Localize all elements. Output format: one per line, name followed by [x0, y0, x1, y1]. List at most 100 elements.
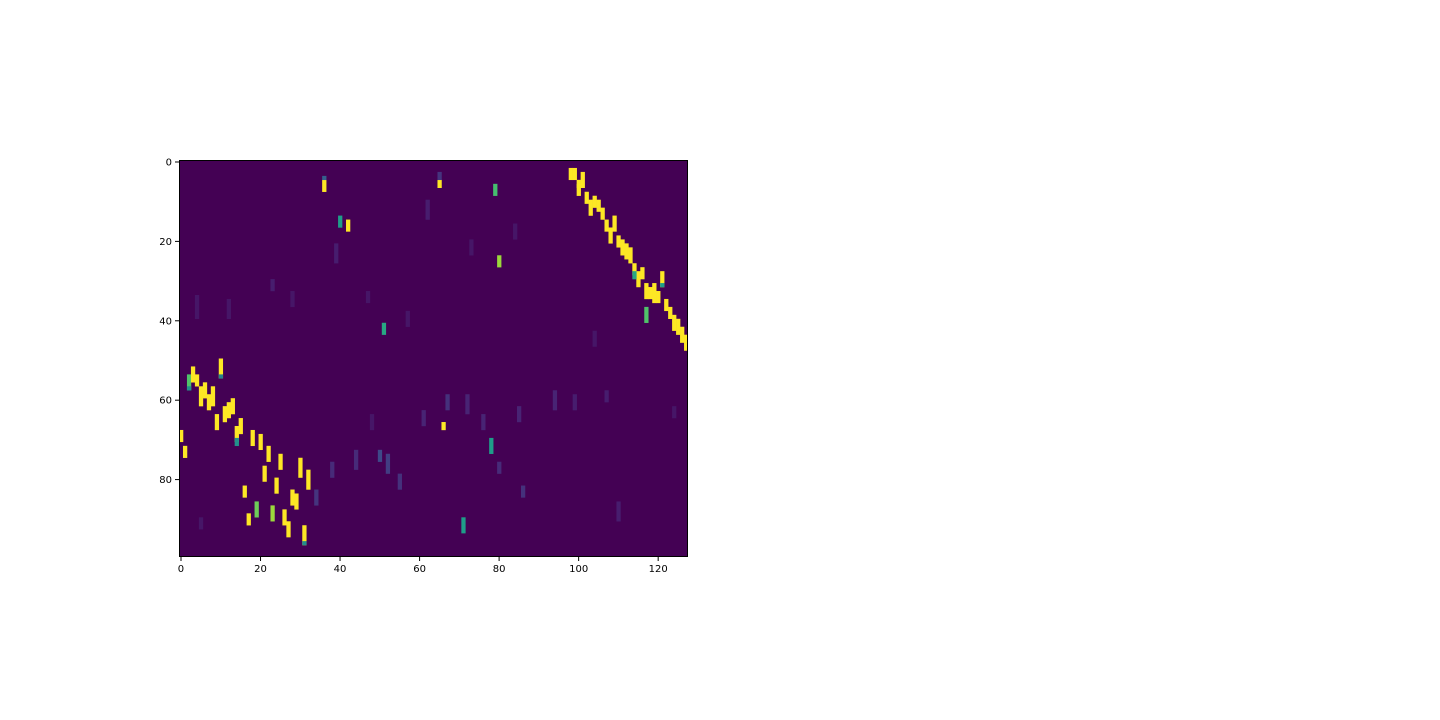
- heatmap-cell-4: [576, 183, 581, 196]
- heatmap-cell-9: [600, 207, 605, 220]
- heatmap-cell-90: [226, 298, 231, 319]
- heatmap-cell-73: [437, 179, 442, 188]
- heatmap-cell-108: [572, 394, 577, 411]
- heatmap-cell-101: [445, 394, 450, 411]
- heatmap-cell-29: [680, 326, 685, 343]
- x-tick-label: 20: [254, 564, 267, 575]
- heatmap-cell-87: [270, 279, 275, 292]
- x-tick-label: 0: [178, 564, 184, 575]
- heatmap-cell-40: [210, 386, 216, 407]
- heatmap-cell-21: [648, 287, 653, 300]
- heatmap-cell-3: [580, 171, 585, 188]
- heatmap-cell-102: [465, 394, 470, 415]
- heatmap-cell-65: [302, 525, 307, 546]
- heatmap-cell-28: [676, 318, 681, 335]
- heatmap-cell-98: [385, 453, 391, 474]
- heatmap-cell-67: [186, 386, 192, 391]
- y-tick-label: 40: [159, 316, 172, 327]
- heatmap-cell-23: [656, 291, 661, 304]
- x-tick-label: 40: [334, 564, 347, 575]
- heatmap-cell-43: [222, 406, 228, 423]
- heatmap-cell-34: [186, 374, 192, 391]
- heatmap-cell-78: [441, 422, 446, 431]
- heatmap-cell-1: [572, 167, 577, 181]
- heatmap-cell-59: [298, 457, 303, 478]
- heatmap-cell-80: [461, 517, 466, 534]
- heatmap-cell-41: [218, 358, 224, 379]
- heatmap-cell-74: [497, 255, 502, 268]
- heatmap-cell-70: [302, 541, 307, 546]
- x-tick-label: 80: [493, 564, 506, 575]
- heatmap-cell-33: [660, 283, 665, 288]
- y-tick-label: 60: [159, 396, 172, 407]
- heatmap-cell-35: [190, 366, 196, 383]
- heatmap-cell-97: [377, 449, 383, 462]
- heatmap-cell-57: [290, 489, 295, 506]
- heatmap-cell-22: [652, 283, 657, 304]
- heatmap-cell-60: [306, 469, 311, 490]
- heatmap-cell-72: [346, 219, 351, 232]
- heatmap-cell-54: [278, 453, 283, 470]
- heatmap-cell-7: [592, 195, 597, 208]
- heatmap-cell-0: [568, 167, 573, 181]
- heatmap-cell-5: [584, 191, 589, 204]
- heatmap-cell-63: [282, 509, 287, 526]
- heatmap-cell-103: [481, 414, 486, 431]
- heatmap-cell-25: [664, 298, 669, 312]
- heatmap-cell-49: [182, 445, 188, 458]
- heatmap-cell-38: [202, 382, 208, 399]
- heatmap-cell-11: [608, 227, 613, 244]
- heatmap-cell-37: [198, 386, 204, 407]
- y-tick-label: 0: [166, 157, 172, 168]
- heatmap-cell-110: [616, 501, 621, 522]
- heatmap-cell-77: [381, 322, 387, 335]
- heatmap-cell-79: [489, 437, 494, 454]
- heatmap-cell-68: [218, 374, 224, 379]
- heatmap-cell-27: [672, 314, 677, 331]
- x-tick-label: 120: [649, 564, 668, 575]
- heatmap-cell-32: [632, 271, 637, 280]
- heatmap-cell-42: [214, 414, 220, 431]
- heatmap-cell-20: [644, 283, 649, 300]
- heatmap-cell-16: [628, 247, 633, 264]
- heatmap-cell-106: [520, 485, 526, 498]
- heatmap-cell-104: [497, 461, 502, 474]
- heatmap-cell-75: [493, 183, 498, 196]
- heatmap-cell-58: [294, 493, 299, 510]
- heatmap-cell-96: [353, 449, 359, 470]
- heatmap-cell-105: [517, 406, 522, 423]
- heatmap-cell-56: [242, 485, 247, 498]
- y-axis: 0 20 40 60 80: [159, 157, 179, 486]
- heatmap-cell-109: [604, 390, 609, 403]
- heatmap-cell-92: [405, 310, 410, 327]
- heatmap-cell-36: [194, 374, 200, 387]
- heatmap-background: [179, 160, 688, 557]
- heatmap-cell-50: [250, 429, 255, 447]
- heatmap-cell-88: [290, 291, 295, 308]
- heatmap-cell-17: [632, 263, 637, 276]
- heatmap-cell-46: [234, 425, 239, 443]
- heatmap-cell-82: [437, 171, 442, 181]
- heatmap-cell-113: [369, 414, 375, 431]
- heatmap-cell-111: [672, 406, 677, 419]
- heatmap-cell-52: [266, 445, 271, 462]
- heatmap-cell-8: [596, 199, 601, 212]
- heatmap-cell-94: [314, 489, 319, 506]
- heatmap-cell-85: [469, 239, 474, 256]
- heatmap-cell-19: [640, 267, 645, 280]
- heatmap-cell-64: [286, 521, 291, 538]
- heatmap-cell-31: [644, 306, 649, 323]
- heatmap-cell-91: [365, 291, 371, 304]
- heatmap-cell-83: [334, 243, 339, 264]
- heatmap-cell-26: [668, 306, 673, 319]
- heatmap-cell-10: [604, 219, 609, 232]
- axes-frame: [179, 160, 688, 557]
- y-tick-label: 80: [159, 475, 172, 486]
- heatmap-cell-55: [274, 477, 279, 494]
- heatmap-cell-100: [421, 410, 426, 427]
- heatmap-cell-51: [258, 433, 263, 451]
- heatmap-cell-47: [238, 418, 243, 435]
- heatmap-cell-62: [270, 505, 275, 522]
- heatmap-cell-84: [425, 199, 430, 220]
